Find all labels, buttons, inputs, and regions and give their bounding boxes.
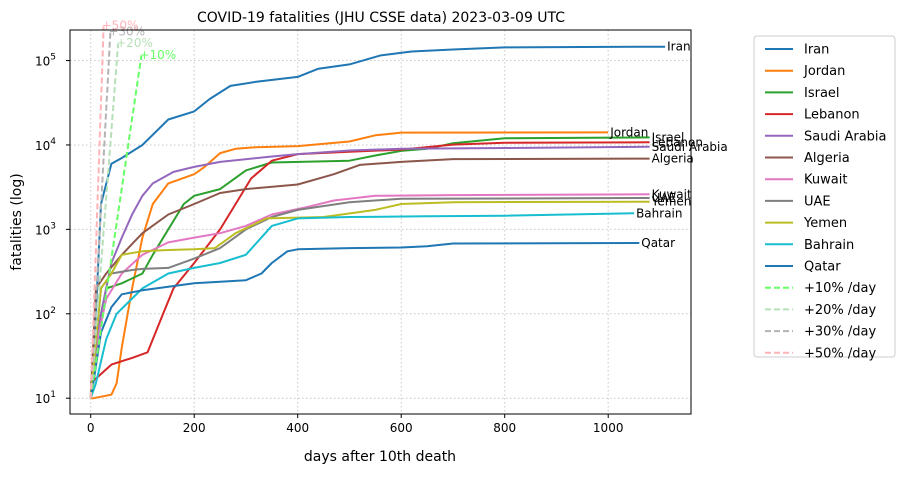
x-tick-label: 600 (390, 421, 413, 435)
legend-label: UAE (804, 194, 831, 209)
legend-label: Saudi Arabia (804, 129, 887, 144)
series-end-label: Lebanon (652, 135, 703, 149)
x-tick-label: 1000 (593, 421, 624, 435)
legend-label: Qatar (804, 260, 841, 275)
y-tick-exponent: 5 (50, 53, 56, 63)
series-line (89, 242, 640, 399)
series-line (89, 212, 635, 399)
y-tick-label: 104 (35, 137, 56, 153)
series-end-label: Saudi Arabia (652, 140, 728, 154)
y-tick-exponent: 3 (50, 221, 56, 231)
series-end-label: +30% (108, 25, 145, 39)
series-line (89, 32, 112, 399)
legend-label: +10% /day (804, 281, 877, 296)
y-tick-base: 10 (35, 223, 50, 237)
legend-label: Yemen (803, 216, 847, 231)
x-tick-label: 0 (87, 421, 95, 435)
series-line (89, 45, 666, 399)
series-end-label: Israel (652, 130, 685, 144)
series-line (89, 200, 650, 399)
series-line (90, 141, 650, 385)
y-tick-base: 10 (35, 55, 50, 69)
series-lines (89, 26, 666, 400)
series-line (89, 193, 650, 399)
x-tick-label: 200 (183, 421, 206, 435)
x-axis-ticks: 0 200 400 600 800 1000 (87, 414, 624, 435)
series-end-label: Kuwait (652, 187, 692, 201)
legend-label: Jordan (803, 64, 845, 79)
y-tick-exponent: 2 (50, 306, 56, 316)
y-axis-label: fatalities (log) (9, 173, 25, 270)
legend-label: Algeria (804, 151, 850, 166)
legend-label: Lebanon (804, 108, 860, 123)
legend-label: +30% /day (804, 325, 877, 340)
y-tick-label: 103 (35, 221, 56, 237)
legend-label: +50% /day (804, 346, 877, 361)
series-end-label: Qatar (641, 236, 675, 250)
series-line (89, 136, 650, 399)
legend-label: Kuwait (804, 173, 847, 188)
series-end-label: Jordan (609, 125, 648, 139)
legend-frame (753, 35, 896, 358)
plot-frame (69, 29, 692, 415)
y-tick-label: 101 (35, 390, 56, 406)
series-line (89, 157, 650, 399)
grid (70, 30, 691, 414)
series-end-label: +10% (139, 48, 176, 62)
series-line (89, 145, 650, 399)
y-tick-base: 10 (35, 139, 50, 153)
y-tick-base: 10 (35, 308, 50, 322)
x-tick-label: 800 (493, 421, 516, 435)
series-line (90, 131, 609, 400)
series-end-label: UAE (652, 191, 677, 205)
series-end-label: Algeria (652, 152, 694, 166)
series-line (89, 26, 105, 399)
series-line (89, 55, 143, 399)
series-line (89, 197, 650, 399)
legend: Iran Jordan Israel Lebanon Saudi Arabia Alger… (753, 35, 896, 361)
legend-label: Bahrain (804, 238, 854, 253)
series-end-label: +50% (102, 19, 139, 33)
x-axis-label: days after 10th death (304, 449, 456, 465)
legend-label: +20% /day (804, 303, 877, 318)
series-end-label: Yemen (651, 195, 692, 209)
x-tick-label: 400 (286, 421, 309, 435)
series-end-label: +20% (116, 36, 153, 50)
y-tick-base: 10 (35, 392, 50, 406)
series-end-label: Bahrain (636, 206, 682, 220)
y-tick-label: 105 (35, 53, 56, 69)
legend-label: Iran (804, 43, 829, 58)
series-line (89, 43, 120, 399)
legend-label: Israel (804, 86, 840, 101)
series-end-label: Iran (667, 40, 690, 54)
y-tick-exponent: 4 (50, 137, 56, 147)
chart-title: COVID-19 fatalities (JHU CSSE data) 2023… (197, 10, 565, 26)
y-tick-exponent: 1 (50, 390, 56, 400)
y-tick-label: 102 (35, 306, 56, 322)
